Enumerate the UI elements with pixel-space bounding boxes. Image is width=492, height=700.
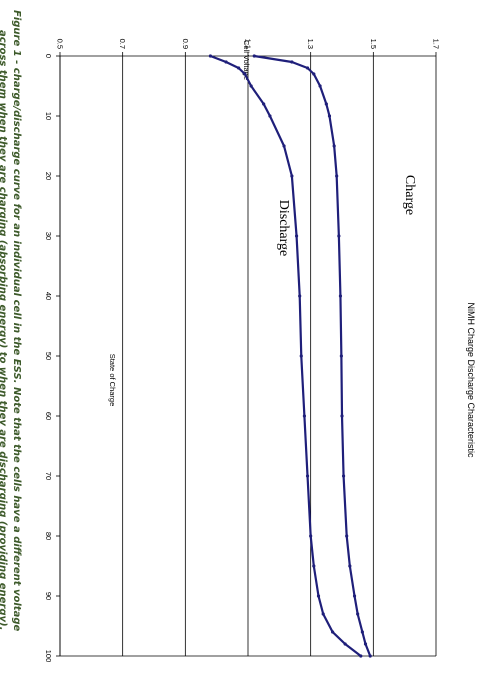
- x-tick-label-0: 0: [44, 54, 53, 58]
- series-discharge-point-14: [309, 534, 313, 538]
- y-tick-label-0: 0.5: [56, 39, 65, 49]
- x-tick-label-10: 100: [44, 650, 53, 663]
- x-tick-label-3: 30: [44, 232, 53, 240]
- series-discharge-point-9: [294, 234, 299, 238]
- series-charge-point-0: [252, 54, 256, 58]
- series-charge-point-17: [356, 612, 360, 616]
- x-tick-label-8: 80: [44, 532, 53, 540]
- series-charge-point-1: [290, 60, 294, 64]
- series-charge-point-7: [332, 144, 336, 148]
- series-discharge-point-19: [343, 642, 347, 646]
- series-charge-point-16: [352, 594, 357, 598]
- series-discharge-point-15: [312, 564, 316, 568]
- series-discharge-point-13: [305, 474, 310, 478]
- series-charge-point-20: [368, 654, 372, 658]
- y-tick-label-2: 0.9: [181, 39, 190, 49]
- series-discharge-point-18: [331, 630, 335, 634]
- series-discharge-point-20: [359, 654, 363, 658]
- series-discharge-point-0: [208, 54, 212, 58]
- chart-title: NiMH Charge Discharge Characteristic: [466, 302, 476, 458]
- series-charge-point-5: [324, 102, 328, 106]
- series-discharge-point-10: [298, 294, 302, 298]
- series-charge-point-11: [339, 354, 343, 358]
- series-charge-point-6: [327, 114, 332, 118]
- series-discharge-point-4: [249, 84, 253, 88]
- x-tick-label-7: 70: [44, 472, 53, 480]
- series-discharge-point-2: [237, 66, 241, 70]
- x-tick-label-9: 90: [44, 592, 53, 600]
- series-charge-point-12: [340, 414, 344, 418]
- caption-line-2: across them when they are charging (abso…: [0, 30, 8, 630]
- series-charge-point-14: [345, 534, 349, 538]
- x-axis-title: State of Charge: [108, 354, 117, 407]
- y-tick-label-6: 1.7: [432, 39, 441, 49]
- series-charge-point-3: [312, 72, 316, 76]
- series-discharge-point-3: [243, 72, 247, 76]
- series-layer: [208, 54, 372, 658]
- series-discharge-point-11: [299, 354, 303, 358]
- y-tick-label-4: 1.3: [306, 39, 315, 49]
- x-tick-label-1: 10: [44, 112, 53, 120]
- series-charge-point-8: [335, 174, 339, 178]
- charge-annotation: Charge: [402, 175, 417, 215]
- series-discharge-point-12: [302, 414, 306, 418]
- series-charge-point-4: [318, 84, 322, 88]
- series-charge-point-19: [363, 642, 368, 646]
- series-discharge-point-8: [290, 174, 294, 178]
- y-tick-label-5: 1.5: [369, 39, 378, 49]
- y-axis-title: Cell Voltage: [242, 40, 251, 80]
- series-charge-point-9: [337, 234, 341, 238]
- caption-line-1: Figure 1 - charge/discharge curve for an…: [11, 10, 22, 631]
- series-charge-point-18: [360, 630, 364, 634]
- series-discharge-point-5: [262, 102, 266, 106]
- y-ticks: 0.5 0.7 0.9 1.1 1.3 1.5 1.7: [56, 39, 441, 56]
- series-charge-point-10: [338, 294, 343, 298]
- series-discharge-point-1: [224, 60, 228, 64]
- chart-root: NiMH Charge Discharge Characteristic Cel…: [0, 10, 476, 662]
- series-discharge-point-7: [282, 144, 286, 148]
- series-charge-point-2: [305, 66, 310, 70]
- discharge-annotation: Discharge: [276, 200, 291, 257]
- series-charge-point-15: [348, 564, 352, 568]
- x-tick-label-6: 60: [44, 412, 53, 420]
- x-tick-label-2: 20: [44, 172, 53, 180]
- x-ticks: 0 10 20 30 40 50 60 70 80 90 100: [44, 54, 60, 662]
- series-discharge-point-6: [268, 114, 272, 118]
- series-discharge-point-17: [321, 612, 325, 616]
- y-tick-label-1: 0.7: [118, 39, 127, 49]
- series-charge-point-13: [341, 474, 346, 478]
- y-tick-label-3: 1.1: [244, 39, 253, 49]
- series-discharge-point-16: [316, 594, 321, 598]
- x-tick-label-5: 50: [44, 352, 53, 360]
- x-tick-label-4: 40: [44, 292, 53, 300]
